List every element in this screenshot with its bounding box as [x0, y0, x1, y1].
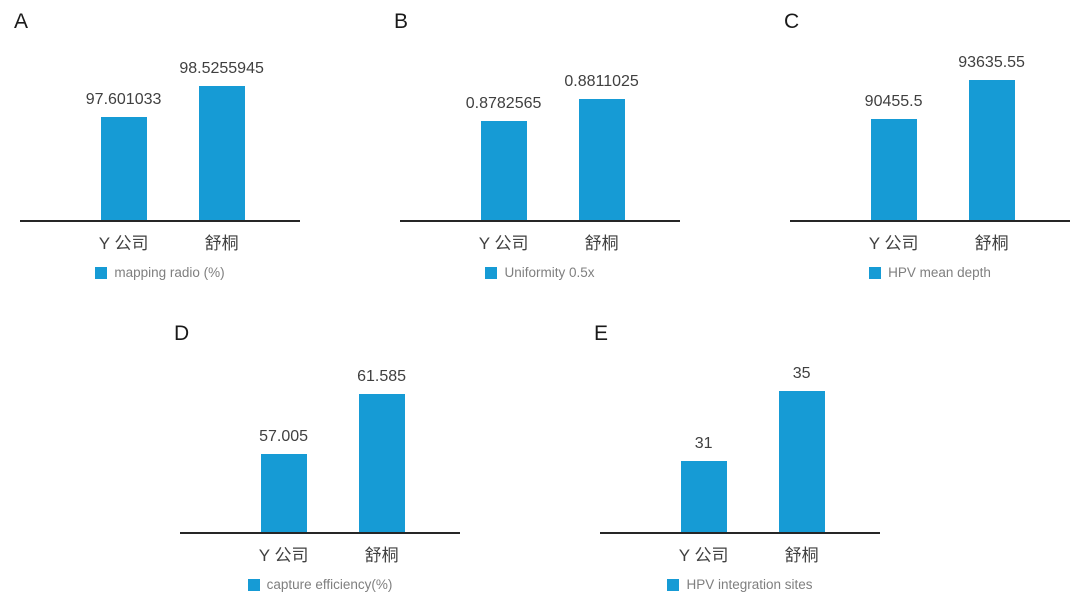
- category-label: 舒桐: [974, 234, 1009, 253]
- legend: HPV integration sites: [600, 577, 880, 592]
- x-axis-line: [790, 220, 1070, 222]
- legend: HPV mean depth: [790, 265, 1070, 280]
- legend-label: HPV integration sites: [686, 577, 813, 592]
- bar-plot: 57.005 61.585: [180, 368, 460, 532]
- bar: [680, 461, 727, 532]
- legend: Uniformity 0.5x: [400, 265, 680, 280]
- bar-value-label: 61.585: [357, 368, 407, 385]
- chart-panel-c: C 90455.5 93635.55 Y 公司 舒桐 HPV mean depth: [784, 10, 1070, 305]
- bar-value-label: 57.005: [259, 428, 309, 445]
- bar: [578, 99, 625, 220]
- category-labels: Y 公司 舒桐: [790, 229, 1070, 255]
- x-axis-line: [180, 532, 460, 534]
- bar: [778, 391, 825, 532]
- bar-value-label: 90455.5: [864, 93, 923, 110]
- bar-plot: 90455.5 93635.55: [790, 54, 1070, 220]
- x-axis-line: [20, 220, 300, 222]
- bar: [480, 121, 527, 220]
- bar: [870, 119, 917, 220]
- category-labels: Y 公司 舒桐: [400, 229, 680, 255]
- panel-letter: B: [394, 10, 409, 33]
- category-labels: Y 公司 舒桐: [600, 541, 880, 567]
- category-label: Y 公司: [478, 234, 529, 253]
- bar-plot: 31 35: [600, 365, 880, 532]
- legend-label: Uniformity 0.5x: [504, 265, 595, 280]
- legend-label: capture efficiency(%): [266, 577, 393, 592]
- category-labels: Y 公司 舒桐: [180, 541, 460, 567]
- category-label: 舒桐: [204, 234, 239, 253]
- bar-value-label: 98.5255945: [179, 60, 264, 77]
- chart-panel-a: A 97.601033 98.5255945 Y 公司 舒桐 mapping rad…: [14, 10, 300, 305]
- bar-plot: 0.8782565 0.8811025: [400, 70, 680, 220]
- legend-swatch-icon: [247, 578, 260, 591]
- panel-letter: D: [174, 322, 190, 345]
- bar: [260, 454, 307, 532]
- bar-value-label: 31: [694, 435, 713, 452]
- chart-panel-d: D 57.005 61.585 Y 公司 舒桐 capture efficiency…: [174, 322, 460, 616]
- x-axis-line: [400, 220, 680, 222]
- bar: [198, 86, 245, 220]
- legend-label: mapping radio (%): [114, 265, 225, 280]
- panel-letter: A: [14, 10, 29, 33]
- category-label: Y 公司: [258, 546, 309, 565]
- chart-panel-e: E 31 35 Y 公司 舒桐 HPV integration sites: [594, 322, 880, 616]
- category-label: Y 公司: [98, 234, 149, 253]
- bar: [968, 80, 1015, 220]
- bar-value-label: 93635.55: [958, 54, 1025, 71]
- category-labels: Y 公司 舒桐: [20, 229, 300, 255]
- panel-letter: C: [784, 10, 800, 33]
- category-label: Y 公司: [678, 546, 729, 565]
- category-label: Y 公司: [868, 234, 919, 253]
- legend-swatch-icon: [95, 266, 108, 279]
- bar-plot: 97.601033 98.5255945: [20, 60, 300, 220]
- legend: capture efficiency(%): [180, 577, 460, 592]
- bar-value-label: 97.601033: [85, 91, 162, 108]
- bar: [100, 117, 147, 220]
- x-axis-line: [600, 532, 880, 534]
- chart-panel-b: B 0.8782565 0.8811025 Y 公司 舒桐 Uniformity 0…: [394, 10, 680, 305]
- bar: [358, 394, 405, 532]
- category-label: 舒桐: [784, 546, 819, 565]
- panel-letter: E: [594, 322, 609, 345]
- bar-value-label: 0.8782565: [465, 95, 542, 112]
- category-label: 舒桐: [584, 234, 619, 253]
- category-label: 舒桐: [364, 546, 399, 565]
- legend-swatch-icon: [667, 578, 680, 591]
- legend-label: HPV mean depth: [888, 265, 991, 280]
- legend: mapping radio (%): [20, 265, 300, 280]
- legend-swatch-icon: [485, 266, 498, 279]
- legend-swatch-icon: [869, 266, 882, 279]
- bar-value-label: 35: [792, 365, 811, 382]
- bar-value-label: 0.8811025: [564, 73, 639, 90]
